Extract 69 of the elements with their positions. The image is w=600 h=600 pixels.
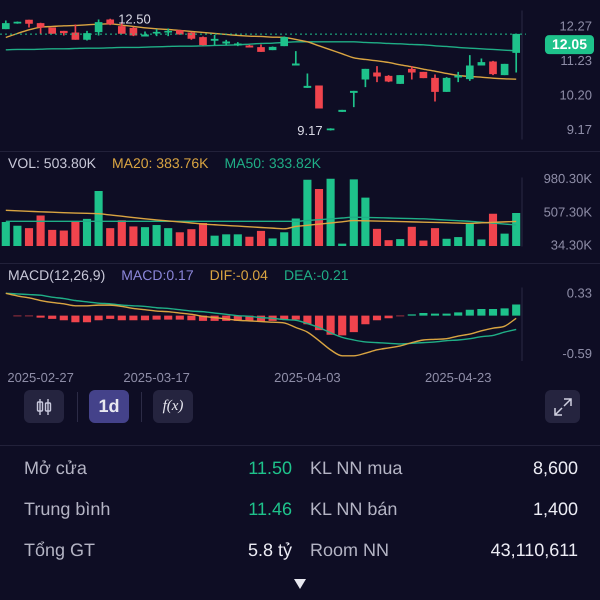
text: 1d (89, 390, 129, 423)
bar (326, 316, 335, 335)
bar (82, 316, 92, 322)
bar (106, 316, 114, 319)
y-tick-label: 980.30K (544, 170, 592, 186)
text: DEA:-0.21 (284, 266, 349, 283)
bar (338, 316, 346, 336)
bar (292, 316, 300, 320)
y-tick-label: 0.33 (566, 286, 592, 300)
text: MACD:0.17 (121, 266, 194, 283)
bar (384, 316, 393, 318)
bar (164, 316, 172, 320)
annotation: 12.50 (118, 12, 151, 27)
bar (419, 313, 428, 316)
bar (477, 309, 486, 316)
text: 11.50 (248, 458, 292, 479)
bar (350, 316, 358, 332)
bar (71, 316, 80, 322)
y-tick-label: 34.30K (550, 238, 592, 253)
text: 11.46 (248, 499, 292, 520)
text: DIF:-0.04 (210, 266, 268, 283)
bar (176, 316, 184, 320)
y-tick-label: 11.23 (560, 53, 592, 68)
line-series (5, 292, 517, 345)
text: Trung bình (24, 499, 110, 520)
bar (60, 316, 68, 320)
bar (466, 310, 474, 316)
text: Tổng GT (24, 540, 96, 561)
line-series (5, 216, 517, 226)
x-tick-label: 2025-02-27 (7, 370, 74, 385)
bar (361, 316, 370, 324)
x-tick-label: 2025-03-17 (123, 370, 190, 385)
text: KL NN mua (310, 458, 402, 479)
bar (129, 316, 138, 320)
text: KL NN bán (310, 499, 398, 520)
text: 5.8 tỷ (248, 540, 292, 561)
bar (140, 316, 150, 320)
line-series (5, 292, 517, 356)
y-tick-label: 507.30K (544, 204, 592, 220)
text: 8,600 (532, 458, 578, 479)
line-series (5, 210, 517, 230)
bar (454, 312, 462, 316)
bar (187, 316, 196, 320)
y-tick-label: 9.17 (566, 122, 592, 137)
bar (152, 316, 161, 320)
x-tick-label: 2025-04-03 (274, 370, 341, 385)
bar (372, 316, 382, 320)
text: MACD(12,26,9) (8, 266, 106, 283)
y-tick-label: 10.20 (559, 87, 592, 102)
x-tick-label: 2025-04-23 (424, 370, 492, 385)
bar (118, 316, 126, 320)
bar (512, 304, 520, 316)
text: Mở cửa (24, 458, 87, 479)
text: 1,400 (532, 499, 578, 520)
annotation: 9.17 (297, 122, 323, 138)
y-tick-label: 12.27 (559, 18, 592, 34)
y-tick-label: -0.59 (562, 346, 592, 362)
bar (500, 308, 509, 316)
bar (48, 316, 56, 319)
text: 43,110,611 (490, 540, 578, 561)
text: MA50: 333.82K (224, 154, 322, 171)
candlestick (373, 66, 381, 82)
text: f(x) (153, 390, 193, 423)
bar (94, 316, 103, 320)
text: VOL: 503.80K (8, 154, 97, 171)
text: MA20: 383.76K (112, 154, 210, 171)
text: Room NN (310, 540, 390, 561)
bar (488, 309, 498, 316)
ref-line-label: 12.05 (552, 36, 588, 52)
